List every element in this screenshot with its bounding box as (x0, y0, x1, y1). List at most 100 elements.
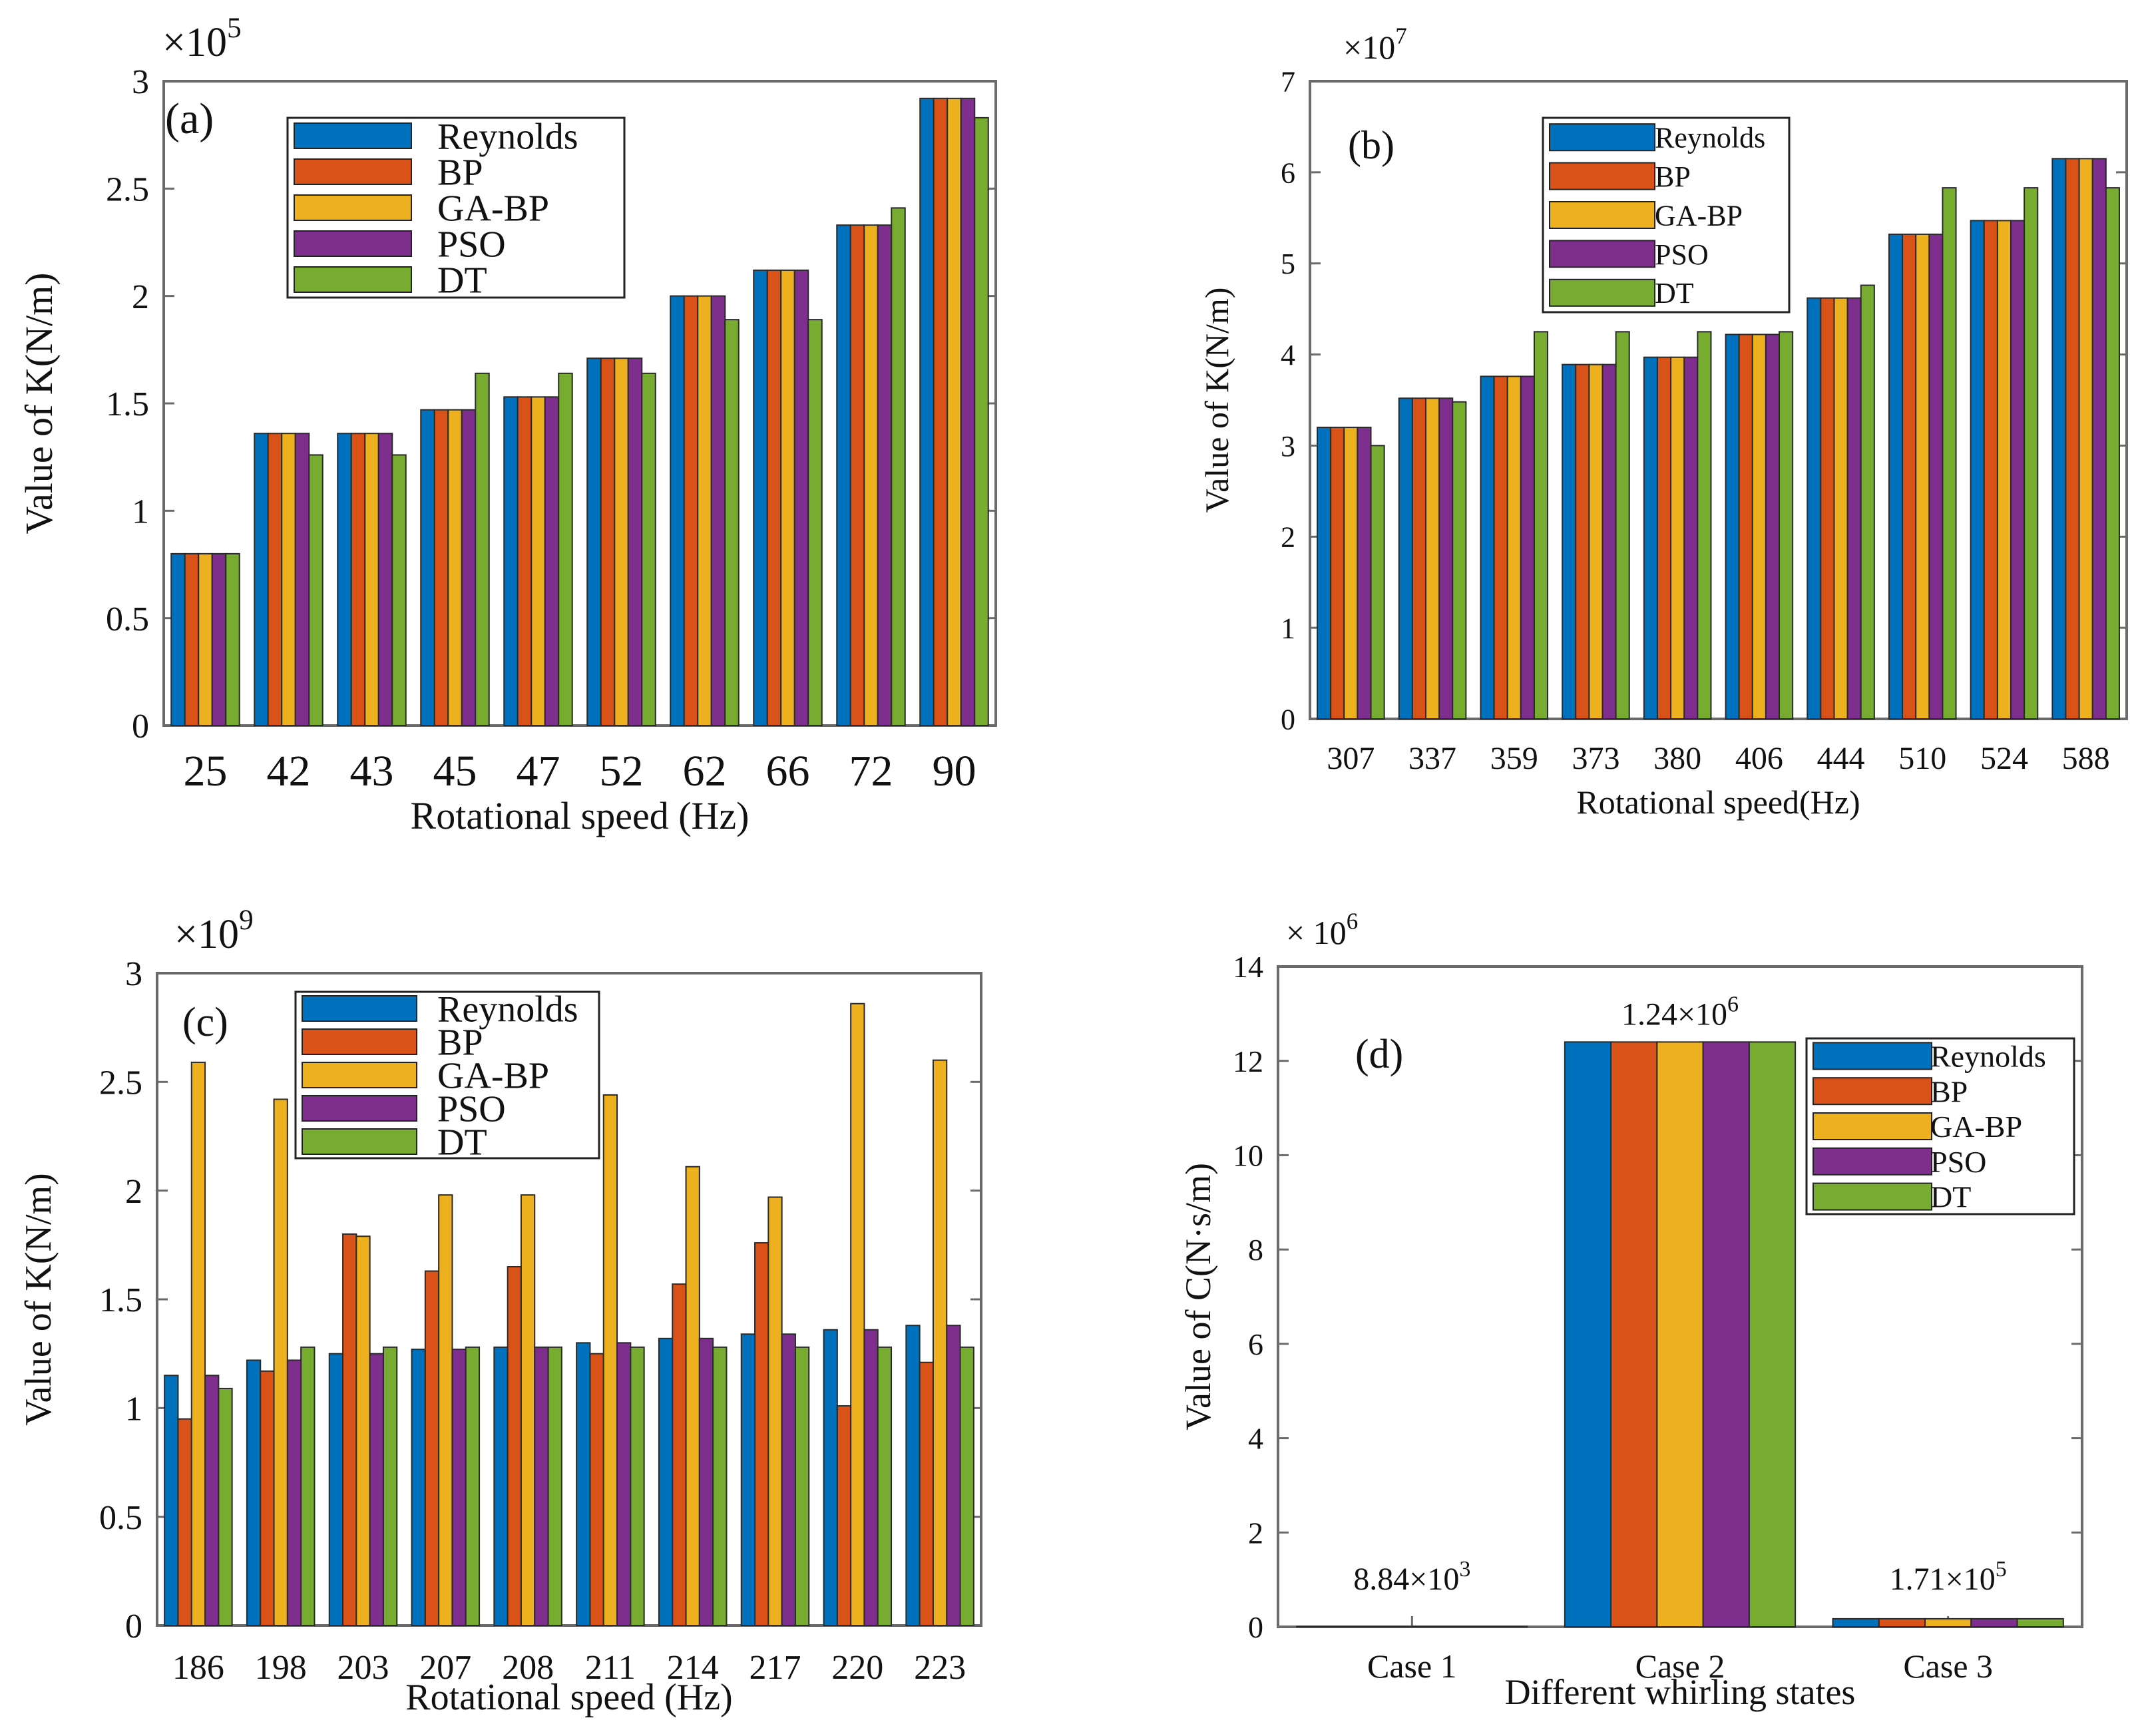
legend-label-dt: DT (437, 1122, 487, 1164)
bar-reynolds-588 (2051, 158, 2067, 720)
y-tick-label: 2 (125, 1173, 142, 1211)
bar-reynolds-62 (670, 295, 685, 726)
bar-reynolds-373 (1562, 363, 1577, 720)
y-tick-label: 4 (1281, 339, 1295, 371)
bar-reynolds-47 (503, 396, 519, 726)
bar-reynolds-66 (753, 269, 768, 726)
bar-dt-case-3 (2016, 1618, 2064, 1628)
legend-swatch-bp (1813, 1077, 1932, 1106)
y-tick-label: 0 (125, 1608, 142, 1645)
y-tick-label: 3 (1281, 430, 1295, 463)
bar-dt-337 (1452, 401, 1467, 720)
bar-ga-bp-359 (1506, 375, 1522, 720)
bar-dt-case-2 (1748, 1041, 1797, 1628)
bar-reynolds-214 (658, 1337, 674, 1627)
bar-ga-bp-406 (1751, 333, 1767, 720)
bar-dt-47 (558, 372, 573, 726)
legend-label-reynolds: Reynolds (437, 116, 578, 158)
y-tick-label: 0 (1248, 1610, 1263, 1644)
legend-label-dt: DT (1930, 1180, 1971, 1214)
bar-bp-359 (1493, 375, 1508, 720)
bar-dt-198 (300, 1346, 316, 1627)
bar-pso-207 (451, 1349, 467, 1626)
bar-ga-bp-43 (364, 433, 379, 726)
bar-pso-186 (204, 1375, 220, 1626)
chart-panel-2: 0 1 2 3 4 5 6 7 307 337 359 373 380 406 444 510 524 588 Ro… (1198, 23, 2128, 821)
bar-pso-47 (544, 396, 560, 726)
bar-bp-72 (849, 224, 865, 727)
x-tick-label: 62 (683, 747, 727, 795)
x-tick-label: Case 3 (1903, 1647, 1993, 1685)
bar-ga-bp-337 (1424, 397, 1440, 720)
legend-label-pso: PSO (437, 1089, 506, 1130)
bar-ga-bp-72 (863, 224, 879, 727)
y-tick-label: 10 (1233, 1139, 1263, 1173)
bar-bp-43 (350, 433, 366, 726)
legend-swatch-ga-bp (294, 194, 412, 221)
bar-bp-214 (672, 1283, 687, 1626)
bar-dt-359 (1533, 331, 1549, 720)
bar-bp-211 (589, 1353, 604, 1626)
bar-ga-bp-444 (1833, 297, 1848, 720)
bar-pso-42 (294, 433, 310, 726)
x-tick-label: 186 (172, 1649, 224, 1687)
bar-pso-203 (369, 1353, 384, 1626)
bar-pso-588 (2091, 158, 2107, 720)
bar-reynolds-45 (420, 409, 435, 726)
y-tick-label: 2 (1248, 1516, 1263, 1550)
bar-pso-66 (793, 269, 809, 726)
bar-pso-337 (1438, 397, 1454, 720)
legend-label-ga-bp: GA-BP (1655, 199, 1743, 232)
bar-bp-307 (1330, 427, 1345, 720)
x-tick-label: Case 2 (1635, 1647, 1725, 1685)
y-axis-label: Value of K(N/m) (1198, 288, 1235, 513)
bar-pso-444 (1846, 297, 1862, 720)
axis-exponent: ×105 (162, 12, 242, 65)
chart-panel-4: 0 2 4 6 8 10 12 14 Case 1 Case 2 Case 3 Different w… (1178, 909, 2083, 1712)
bar-bp-case-2 (1610, 1041, 1658, 1628)
legend-label-bp: BP (437, 1022, 483, 1064)
bar-bp-case-1 (1342, 1626, 1390, 1628)
bar-pso-359 (1520, 375, 1535, 720)
y-tick-label: 2 (1281, 521, 1295, 554)
y-tick-label: 1.5 (99, 1281, 142, 1319)
legend-swatch-reynolds (294, 122, 412, 149)
bar-dt-72 (891, 207, 906, 726)
y-tick-label: 5 (1281, 248, 1295, 280)
x-tick-label: 52 (600, 747, 644, 795)
legend-swatch-bp (294, 158, 412, 185)
legend-swatch-ga-bp (1549, 201, 1655, 229)
bar-dt-42 (308, 454, 323, 726)
legend-label-bp: BP (1930, 1074, 1968, 1108)
x-axis-label: Different whirling states (1505, 1672, 1856, 1712)
bar-pso-380 (1683, 356, 1699, 720)
bar-bp-186 (177, 1418, 192, 1627)
bar-reynolds-406 (1725, 333, 1740, 720)
bar-ga-bp-42 (281, 433, 296, 726)
legend-swatch-ga-bp (302, 1062, 417, 1088)
y-axis-label: Value of K(N/m) (18, 1173, 59, 1425)
bar-pso-case-2 (1702, 1041, 1750, 1628)
legend-swatch-bp (1549, 162, 1655, 190)
bar-ga-bp-524 (1996, 220, 2012, 720)
legend-swatch-reynolds (1549, 123, 1655, 152)
bar-reynolds-211 (576, 1342, 591, 1627)
bar-bp-52 (600, 357, 616, 726)
bar-pso-220 (863, 1329, 879, 1626)
bar-bp-380 (1656, 356, 1672, 720)
y-tick-label: 1.5 (106, 385, 149, 423)
legend-swatch-dt (1813, 1182, 1932, 1211)
panel-label: (d) (1355, 1032, 1403, 1077)
legend-label-pso: PSO (1655, 238, 1709, 271)
y-axis-label: Value of K(N/m) (17, 272, 61, 534)
x-tick-label: 208 (502, 1649, 554, 1687)
bar-dt-66 (807, 319, 823, 727)
bar-pso-198 (286, 1359, 302, 1626)
bar-ga-bp-220 (850, 1002, 865, 1626)
bar-pso-524 (2010, 220, 2026, 720)
bar-bp-444 (1820, 297, 1835, 720)
bar-reynolds-337 (1398, 397, 1413, 720)
y-tick-label: 2.5 (106, 171, 149, 209)
